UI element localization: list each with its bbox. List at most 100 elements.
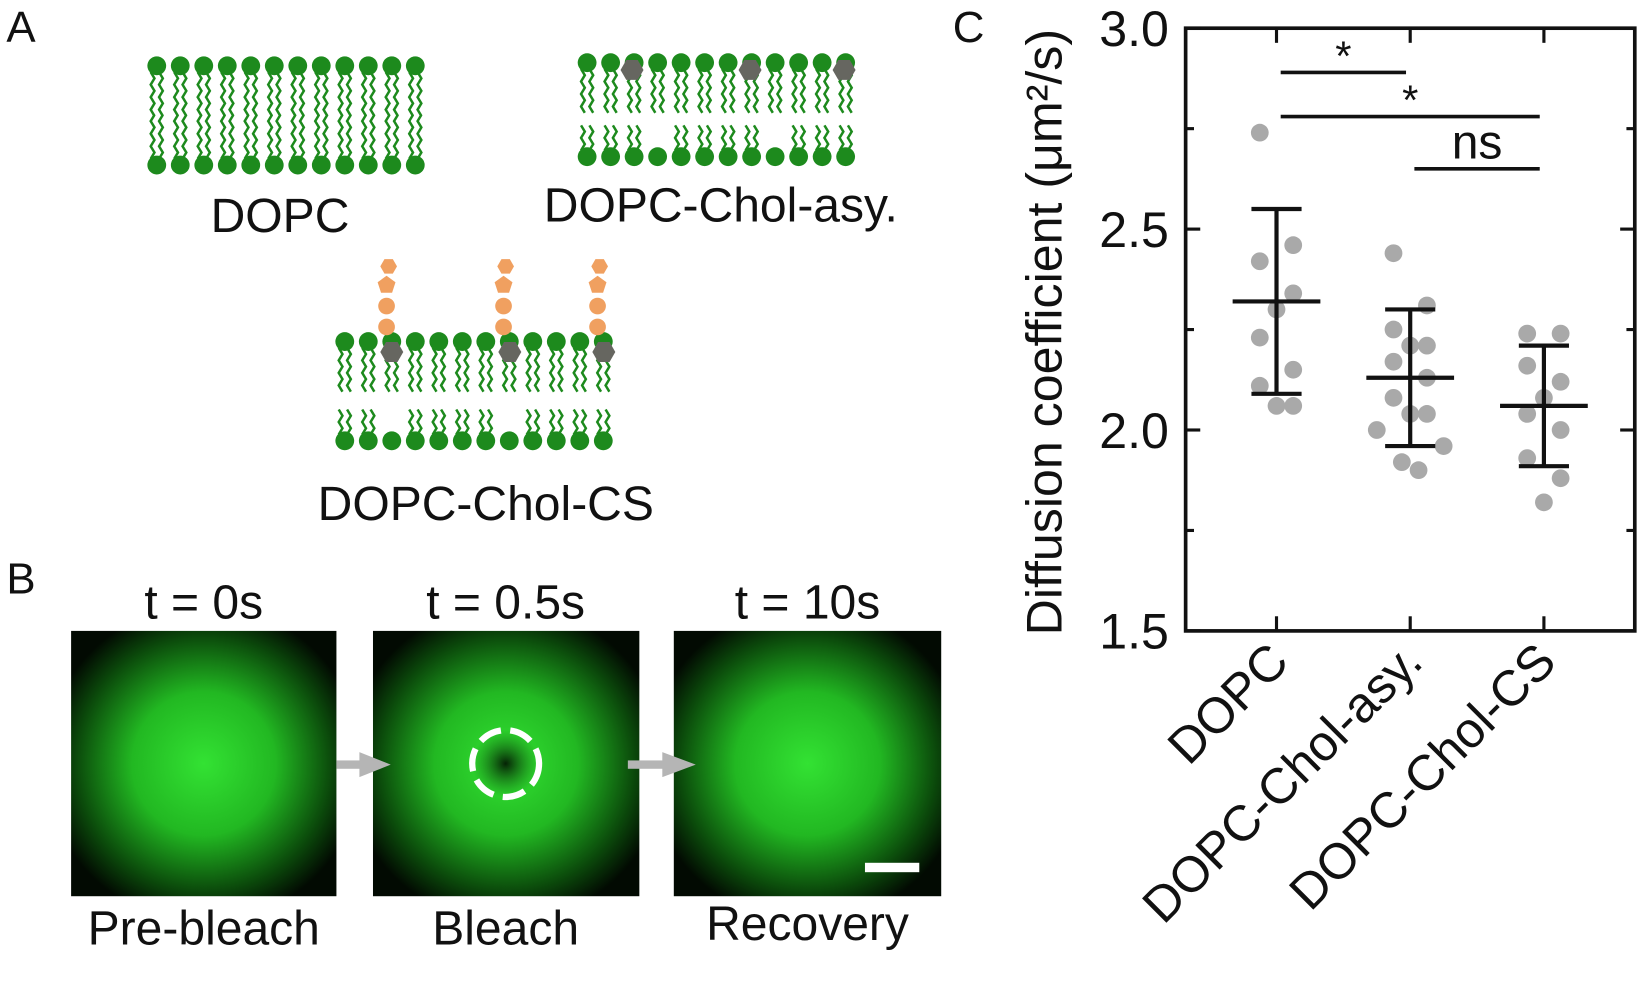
lipid-head	[382, 56, 402, 76]
data-point	[1551, 421, 1570, 439]
lipid-head	[452, 332, 472, 351]
lipid-tail	[172, 114, 180, 160]
lipid-tail	[416, 347, 423, 393]
lipid-head	[311, 155, 331, 175]
lipid-tail	[384, 114, 391, 160]
sterol	[738, 60, 762, 80]
lipid-head	[570, 431, 590, 451]
lipid-tail	[369, 71, 376, 117]
data-point	[1535, 493, 1553, 512]
scale-bar	[864, 862, 920, 873]
lipid-tail	[243, 71, 250, 117]
lipid-head	[812, 53, 832, 73]
data-point	[1518, 356, 1537, 375]
lipid-tail	[416, 408, 423, 436]
lipid-tail	[337, 114, 344, 160]
lipid-tail	[157, 71, 165, 117]
lipid-head	[264, 56, 284, 76]
data-point	[1392, 453, 1411, 472]
lipid-tail	[407, 71, 415, 117]
lipid-tail	[533, 408, 541, 436]
panel-a: A DOPC DOPC-Chol-asy. DOPC-Chol-CS	[6, 3, 898, 531]
lipid-tail	[728, 68, 736, 114]
lipid-tail	[822, 68, 830, 114]
lipid-tail	[290, 114, 297, 160]
lipid-tail	[548, 347, 556, 393]
lipid-tail	[149, 114, 156, 160]
lipid-head	[147, 155, 167, 175]
lipid-tail	[181, 114, 188, 160]
lipid-head	[523, 431, 543, 451]
lipid-head	[765, 53, 785, 73]
sterol	[380, 342, 404, 362]
lipid-head	[499, 431, 519, 451]
lipid-tail	[298, 114, 306, 160]
lipid-tail	[838, 124, 845, 152]
lipid-tail	[579, 124, 587, 152]
lipid-tail	[580, 408, 588, 436]
lipid-tail	[369, 114, 376, 160]
lipid-tail	[266, 71, 274, 117]
panel-b: B t = 0s t = 0.5s t = 10s Pre-bleach Ble…	[6, 554, 942, 955]
lipid-tail	[337, 408, 344, 436]
lipid-tail	[557, 408, 564, 436]
lipid-head	[476, 332, 496, 351]
lipid-head	[358, 56, 378, 76]
lipid-tail	[681, 124, 689, 152]
significance-label: ns	[1452, 116, 1503, 169]
data-point	[1284, 360, 1303, 379]
lipid-tail	[587, 124, 595, 152]
lipid-tail	[463, 347, 470, 393]
lipid-head	[311, 56, 331, 76]
lipid-tail	[478, 408, 485, 436]
lipid-tail	[767, 68, 775, 114]
lipid-head	[624, 147, 644, 167]
sterol	[832, 60, 856, 80]
lipid-head	[601, 53, 621, 73]
sugar	[378, 318, 395, 336]
panel-c: C 1.5 2.0 2.5 3.0 Diffusion coefficient (μm²…	[953, 1, 1637, 933]
lipid-tail	[243, 114, 250, 160]
lipid-tail	[251, 114, 259, 160]
sugar	[378, 297, 395, 315]
lipid-tail	[275, 71, 282, 117]
lipid-head	[170, 56, 190, 76]
lipid-tail	[360, 71, 368, 117]
lipid-head	[546, 431, 566, 451]
lipid-tail	[626, 124, 634, 152]
y-axis-label: Diffusion coefficient (μm²/s)	[1016, 29, 1072, 635]
sterol	[591, 259, 609, 274]
lipid-tail	[204, 114, 212, 160]
lipid-tail	[219, 71, 227, 117]
lipid-tail	[463, 408, 470, 436]
frame-caption: Bleach	[432, 902, 579, 955]
data-point	[1551, 324, 1570, 343]
micrograph	[673, 630, 942, 897]
lipid-tail	[454, 347, 462, 393]
lipid-tail	[611, 68, 619, 114]
lipid-tail	[791, 68, 798, 114]
lipid-tail	[799, 68, 807, 114]
lipid-tail	[172, 71, 180, 117]
data-point	[1551, 469, 1570, 488]
lipid-tail	[650, 68, 657, 114]
lipid-head	[812, 147, 832, 167]
lipid-head	[194, 56, 214, 76]
lipid-head	[405, 155, 425, 175]
lipid-head	[789, 53, 809, 73]
lipid-tail	[525, 347, 532, 393]
lipid-head	[577, 147, 597, 167]
lipid-tail	[407, 408, 415, 436]
lipid-tail	[603, 68, 610, 114]
lipid-tail	[196, 71, 203, 117]
lipid-tail	[345, 408, 353, 436]
bilayer-label: DOPC	[211, 190, 350, 243]
time-label: t = 10s	[735, 576, 881, 629]
lipid-tail	[228, 71, 235, 117]
lipid-tail	[799, 124, 807, 152]
lipid-head	[593, 431, 613, 451]
lipid-head	[671, 53, 691, 73]
lipid-head	[358, 155, 378, 175]
lipid-tail	[697, 124, 704, 152]
frame-caption: Recovery	[706, 898, 909, 951]
